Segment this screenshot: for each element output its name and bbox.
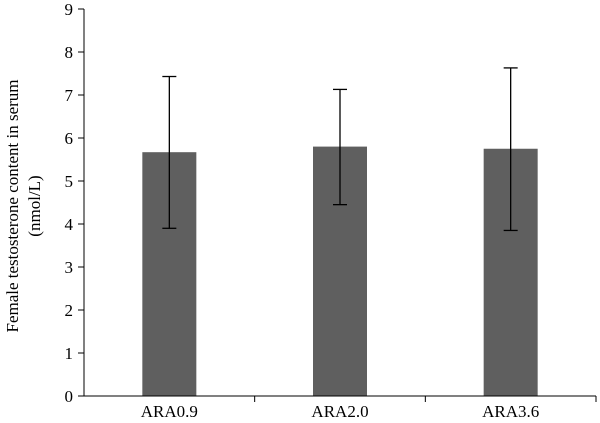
error-bar-ara2-0 xyxy=(333,88,347,206)
y-tick-label: 0 xyxy=(65,387,74,406)
x-tick-label: ARA3.6 xyxy=(482,402,539,421)
y-tick-label: 5 xyxy=(65,172,74,191)
y-tick-label: 3 xyxy=(65,258,74,277)
y-tick-label: 8 xyxy=(65,43,74,62)
error-bar-ara0-9 xyxy=(162,75,177,229)
y-tick-label: 9 xyxy=(65,0,74,19)
error-bar-ara3-6 xyxy=(503,67,518,232)
y-axis-title-line1: Female testosterone content in serum xyxy=(3,79,22,332)
x-axis-ticks: ARA0.9 ARA2.0 ARA3.6 xyxy=(141,396,597,421)
y-tick-label: 1 xyxy=(65,344,74,363)
y-tick-label: 2 xyxy=(65,301,74,320)
y-tick-label: 6 xyxy=(65,129,74,148)
y-axis-title-line2: (nmol/L) xyxy=(25,175,44,236)
x-tick-label: ARA2.0 xyxy=(311,402,368,421)
y-tick-label: 4 xyxy=(65,215,74,234)
y-axis-title: Female testosterone content in serum (nm… xyxy=(3,79,44,332)
error-bars xyxy=(162,67,518,232)
y-tick-label: 7 xyxy=(65,86,74,105)
y-axis-ticks: 0 1 2 3 4 5 6 7 8 9 xyxy=(65,0,84,406)
x-tick-label: ARA0.9 xyxy=(141,402,198,421)
